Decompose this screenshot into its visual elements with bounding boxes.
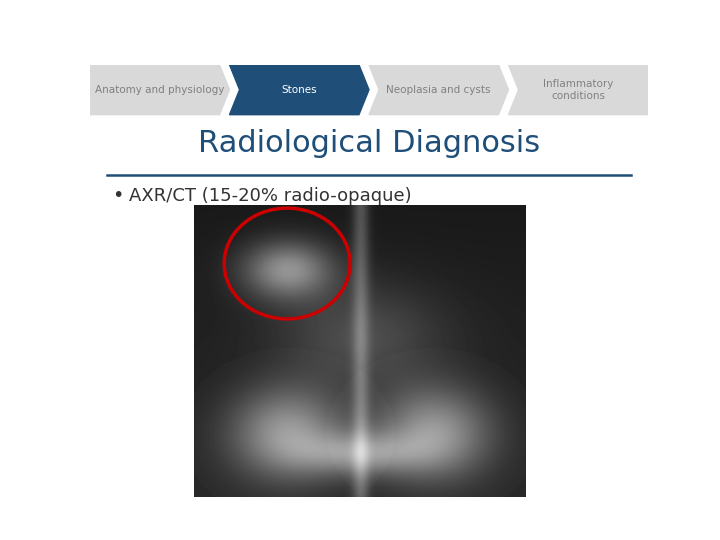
Text: AXR/CT (15-20% radio-opaque): AXR/CT (15-20% radio-opaque) — [129, 187, 412, 205]
Polygon shape — [508, 65, 648, 114]
Polygon shape — [90, 65, 230, 114]
Text: https://easternliver.net: https://easternliver.net — [305, 464, 433, 474]
Text: •: • — [112, 186, 124, 205]
Text: Anatomy and physiology: Anatomy and physiology — [95, 85, 225, 94]
Text: Radiological Diagnosis: Radiological Diagnosis — [198, 129, 540, 158]
Polygon shape — [369, 65, 508, 114]
Text: Stones: Stones — [282, 85, 317, 94]
Text: Inflammatory
conditions: Inflammatory conditions — [543, 79, 613, 100]
Polygon shape — [230, 65, 369, 114]
Text: Neoplasia and cysts: Neoplasia and cysts — [387, 85, 491, 94]
